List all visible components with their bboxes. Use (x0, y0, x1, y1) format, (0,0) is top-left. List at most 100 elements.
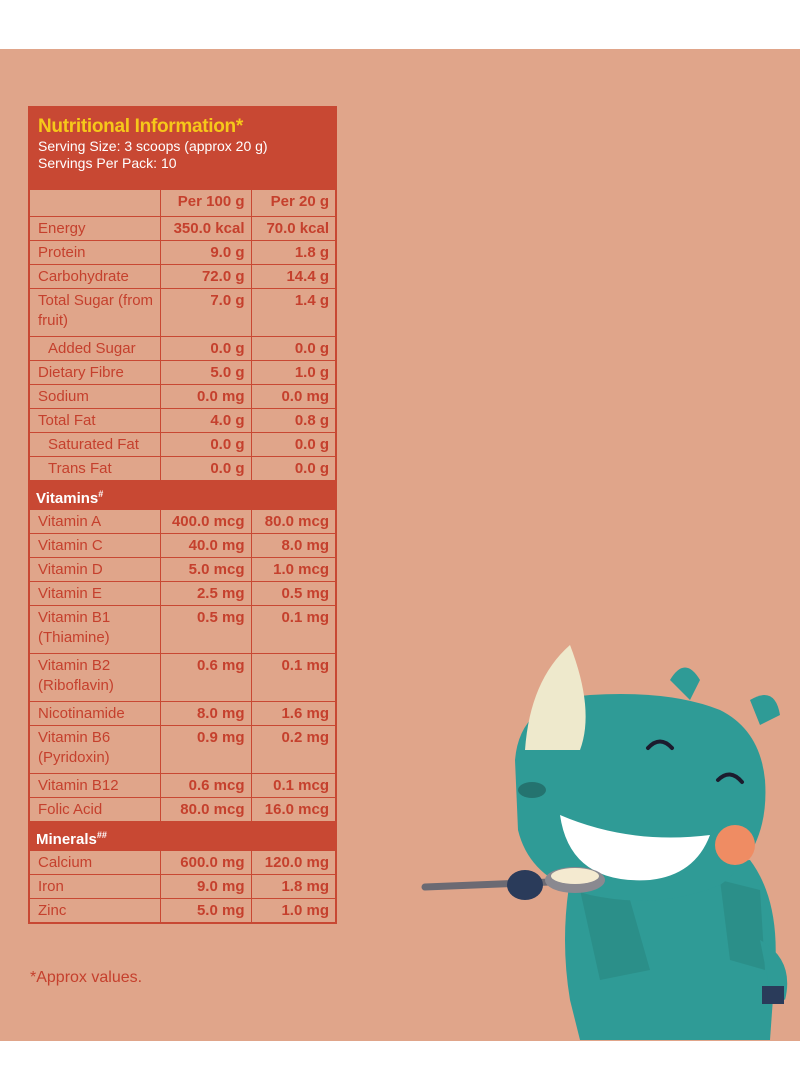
servings-per-pack: Servings Per Pack: 10 (38, 155, 177, 171)
row-vitamin-d: Vitamin D 5.0 mcg 1.0 mcg (30, 556, 335, 582)
value-per-100g: 0.0 g (159, 335, 252, 361)
value-per-serving: 0.8 g (250, 407, 335, 433)
nutrient-name: Vitamin B12 (30, 772, 161, 798)
value-per-serving: 16.0 mcg (250, 796, 335, 822)
vitamins-heading: Vitamins# (30, 479, 335, 510)
value-per-100g: 5.0 mcg (159, 556, 252, 582)
value-per-100g: 0.6 mg (159, 652, 252, 702)
nutrient-name: Vitamin D (30, 556, 161, 582)
value-per-100g: 8.0 mg (159, 700, 252, 726)
nutrient-name: Vitamin B1 (Thiamine) (30, 604, 161, 654)
vitamins-heading-text: Vitamins (36, 489, 99, 507)
nutrient-name: Nicotinamide (30, 700, 161, 726)
nutrient-name: Vitamin B2 (Riboflavin) (30, 652, 161, 702)
row-nicotinamide: Nicotinamide 8.0 mg 1.6 mg (30, 700, 335, 726)
value-per-100g: 350.0 kcal (159, 215, 252, 241)
mascot-eye-left (646, 739, 674, 750)
minerals-heading: Minerals## (30, 820, 335, 851)
nutrient-name: Folic Acid (30, 796, 161, 822)
value-per-100g: 0.0 mg (159, 383, 252, 409)
value-per-100g: 7.0 g (159, 287, 252, 337)
nutrient-name: Dietary Fibre (30, 359, 161, 385)
value-per-serving: 0.1 mg (250, 604, 335, 654)
value-per-100g: 5.0 mg (159, 897, 252, 922)
spoon-food (551, 868, 599, 884)
row-zinc: Zinc 5.0 mg 1.0 mg (30, 897, 335, 922)
row-vitamin-b1: Vitamin B1 (Thiamine) 0.5 mg 0.1 mg (30, 604, 335, 654)
nutrition-title: Nutritional Information* (38, 116, 243, 137)
value-per-100g: 0.0 g (159, 431, 252, 457)
nutrient-name: Calcium (30, 849, 161, 875)
rhino-mascot-illustration (421, 645, 788, 1040)
row-total-fat: Total Fat 4.0 g 0.8 g (30, 407, 335, 433)
value-per-100g: 40.0 mg (159, 532, 252, 558)
value-per-serving: 120.0 mg (250, 849, 335, 875)
nutrition-label: Nutritional Information* Serving Size: 3… (28, 106, 337, 924)
nutrient-name: Total Fat (30, 407, 161, 433)
minerals-mark: ## (96, 829, 107, 840)
value-per-serving: 0.0 g (250, 335, 335, 361)
mascot-hand (507, 870, 543, 900)
value-per-serving: 8.0 mg (250, 532, 335, 558)
mascot-ear-left (670, 667, 700, 700)
value-per-serving: 0.0 mg (250, 383, 335, 409)
nutrient-name: Added Sugar (30, 335, 161, 361)
row-trans-fat: Trans Fat 0.0 g 0.0 g (30, 455, 335, 481)
column-per-20g: Per 20 g (250, 190, 335, 217)
nutrition-header: Nutritional Information* Serving Size: 3… (30, 108, 335, 190)
row-vitamin-a: Vitamin A 400.0 mcg 80.0 mcg (30, 508, 335, 534)
value-per-100g: 0.9 mg (159, 724, 252, 774)
nutrient-name: Saturated Fat (30, 431, 161, 457)
value-per-100g: 4.0 g (159, 407, 252, 433)
nutrient-name: Iron (30, 873, 161, 899)
row-protein: Protein 9.0 g 1.8 g (30, 239, 335, 265)
footnote: *Approx values. (30, 969, 143, 986)
mascot-cheek (715, 825, 755, 865)
value-per-serving: 1.6 mg (250, 700, 335, 726)
value-per-serving: 80.0 mcg (250, 508, 335, 534)
vitamins-section-row: Vitamins# (30, 479, 335, 510)
nutrient-name: Protein (30, 239, 161, 265)
row-iron: Iron 9.0 mg 1.8 mg (30, 873, 335, 899)
serving-size: Serving Size: 3 scoops (approx 20 g) (38, 138, 268, 154)
minerals-section-row: Minerals## (30, 820, 335, 851)
mascot-arm-right (760, 940, 788, 1000)
mascot-horn (525, 645, 586, 750)
value-per-100g: 400.0 mcg (159, 508, 252, 534)
nutrient-name: Energy (30, 215, 161, 241)
nutrient-name: Vitamin C (30, 532, 161, 558)
value-per-serving: 0.1 mcg (250, 772, 335, 798)
mascot-eye-right (716, 772, 744, 784)
nutrition-table: Per 100 g Per 20 g Energy 350.0 kcal 70.0 … (30, 190, 335, 922)
value-per-100g: 0.5 mg (159, 604, 252, 654)
header-blank-cell (30, 190, 161, 217)
mascot-ear-right (750, 695, 780, 725)
value-per-serving: 1.8 g (250, 239, 335, 265)
row-vitamin-b12: Vitamin B12 0.6 mcg 0.1 mcg (30, 772, 335, 798)
value-per-100g: 600.0 mg (159, 849, 252, 875)
mascot-mouth (560, 815, 710, 881)
row-saturated-fat: Saturated Fat 0.0 g 0.0 g (30, 431, 335, 457)
value-per-serving: 0.1 mg (250, 652, 335, 702)
column-header-row: Per 100 g Per 20 g (30, 190, 335, 217)
nutrient-name: Total Sugar (from fruit) (30, 287, 161, 337)
row-vitamin-e: Vitamin E 2.5 mg 0.5 mg (30, 580, 335, 606)
nutrient-name: Carbohydrate (30, 263, 161, 289)
value-per-100g: 9.0 mg (159, 873, 252, 899)
row-energy: Energy 350.0 kcal 70.0 kcal (30, 215, 335, 241)
minerals-heading-text: Minerals (36, 830, 97, 848)
value-per-100g: 9.0 g (159, 239, 252, 265)
mascot-hand-right (762, 986, 784, 1004)
row-folic-acid: Folic Acid 80.0 mcg 16.0 mcg (30, 796, 335, 822)
value-per-serving: 14.4 g (250, 263, 335, 289)
row-calcium: Calcium 600.0 mg 120.0 mg (30, 849, 335, 875)
value-per-100g: 0.6 mcg (159, 772, 252, 798)
row-sodium: Sodium 0.0 mg 0.0 mg (30, 383, 335, 409)
value-per-100g: 2.5 mg (159, 580, 252, 606)
nutrient-name: Trans Fat (30, 455, 161, 481)
value-per-serving: 0.2 mg (250, 724, 335, 774)
value-per-serving: 1.4 g (250, 287, 335, 337)
nutrient-name: Sodium (30, 383, 161, 409)
row-added-sugar: Added Sugar 0.0 g 0.0 g (30, 335, 335, 361)
nutrient-name: Vitamin A (30, 508, 161, 534)
